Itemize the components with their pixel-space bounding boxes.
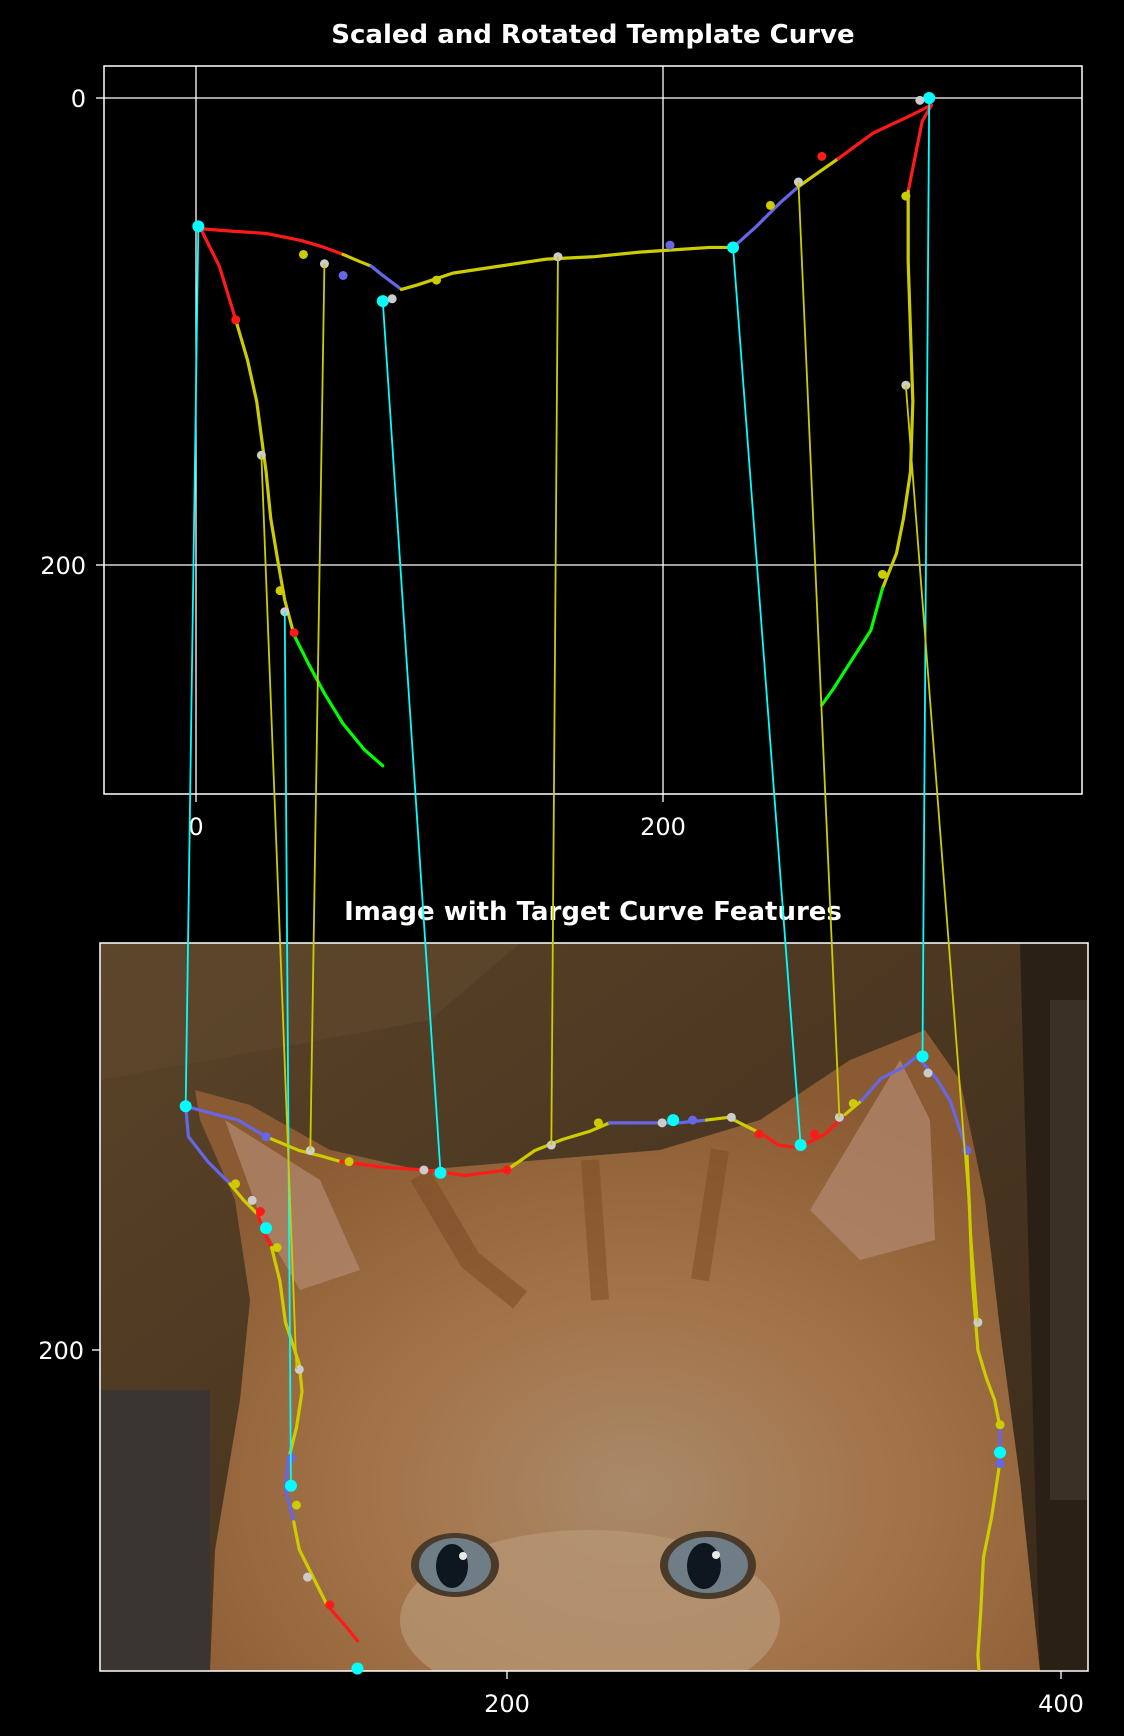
target-curve-segment-0: [184, 1104, 268, 1139]
target-feature-point-1-4: [325, 1600, 335, 1610]
target-feature-point-2-2: [848, 1098, 858, 1108]
template-curve-segment-0: [199, 227, 345, 257]
target-feature-point-1-3: [255, 1207, 265, 1216]
image-frame: [99, 942, 1089, 1672]
template-chart-title: Scaled and Rotated Template Curve: [331, 20, 854, 50]
template-feature-point-2-5: [877, 569, 887, 579]
template-curves: [199, 103, 934, 768]
template-plot-area: [103, 65, 1083, 795]
template-feature-point-2-2: [432, 275, 442, 285]
target-feature-point-0-5: [994, 1446, 1007, 1459]
target-feature-point-1-1: [754, 1129, 764, 1139]
template-feature-point-2-3: [765, 200, 775, 210]
template-ticks: [96, 97, 664, 802]
y-tick-label-200: 200: [40, 552, 86, 580]
target-curves: [184, 1054, 1002, 1671]
image-ticks: [92, 1349, 1062, 1679]
img-x-tick-label-200: 200: [484, 1690, 530, 1718]
kitten-right-eye: [660, 1531, 756, 1599]
target-curve-segment-16: [269, 1245, 304, 1463]
target-feature-point-4-9: [303, 1572, 313, 1582]
template-feature-point-4-6: [915, 95, 925, 105]
template-feature-point-3-1: [665, 240, 675, 250]
template-curve-segment-5: [796, 157, 840, 189]
template-curve-segment-11: [234, 318, 296, 637]
target-matched-points: [179, 1050, 1007, 1675]
target-feature-point-4-1: [419, 1165, 429, 1175]
correspondence-lines: [184, 97, 979, 1486]
target-curve-segment-8: [859, 1054, 919, 1103]
template-curve-segment-2: [369, 264, 404, 292]
correspondence-line-3: [921, 97, 931, 1057]
target-feature-point-0-8: [351, 1662, 364, 1675]
template-feature-point-1-0: [231, 315, 241, 325]
target-feature-point-4-6: [923, 1068, 933, 1078]
correspondence-line-9: [260, 455, 298, 1370]
img-x-tick-label-400: 400: [1038, 1690, 1084, 1718]
target-curve-segment-18: [292, 1520, 329, 1607]
target-feature-point-4-3: [657, 1118, 667, 1128]
target-feature-point-4-7: [247, 1195, 257, 1205]
correspondence-line-7: [797, 182, 841, 1118]
correspondence-line-1: [381, 301, 442, 1173]
target-image-title: Image with Target Curve Features: [344, 897, 842, 927]
template-curve-segment-7: [906, 103, 934, 193]
target-curve-segment-13: [184, 1104, 232, 1186]
target-feature-point-0-7: [260, 1222, 273, 1235]
target-feature-point-2-5: [291, 1500, 301, 1510]
target-feature-point-1-0: [502, 1165, 512, 1175]
target-feature-point-2-1: [593, 1118, 603, 1128]
target-curve-segment-14: [228, 1182, 260, 1216]
template-feature-point-1-2: [817, 151, 827, 161]
img-y-tick-label-200: 200: [38, 1337, 84, 1365]
template-curve-segment-8: [880, 189, 915, 590]
target-feature-point-1-2: [809, 1129, 819, 1139]
correspondence-line-5: [309, 263, 326, 1151]
template-curve-segment-4: [731, 185, 801, 250]
target-feature-point-4-4: [726, 1112, 736, 1122]
target-feature-point-2-4: [272, 1243, 282, 1253]
correspondence-line-0: [184, 226, 200, 1107]
target-feature-point-3-1: [688, 1115, 698, 1125]
template-chart: Scaled and Rotated Template Curve 0 200 …: [40, 20, 1083, 841]
target-feature-point-3-4: [995, 1459, 1005, 1469]
template-curve-segment-12: [292, 633, 385, 768]
y-tick-label-0: 0: [71, 85, 86, 113]
target-curve-segment-17: [283, 1459, 296, 1524]
target-feature-point-2-0: [344, 1157, 354, 1167]
template-feature-point-3-0: [338, 270, 348, 280]
template-feature-point-2-1: [275, 586, 285, 596]
target-curve-segment-12: [976, 1459, 1002, 1671]
correspondence-line-6: [550, 256, 559, 1146]
kitten-photo: [100, 943, 1088, 1671]
target-curve-segment-19: [325, 1603, 360, 1643]
template-curve-segment-6: [836, 103, 934, 161]
x-tick-label-0: 0: [188, 813, 203, 841]
target-feature-point-3-0: [261, 1132, 271, 1142]
target-feature-point-2-6: [995, 1420, 1005, 1430]
template-curve-segment-10: [199, 227, 238, 322]
template-feature-point-2-0: [298, 249, 308, 259]
template-feature-point-1-1: [289, 628, 299, 638]
template-feature-point-4-3: [387, 294, 397, 304]
correspondence-line-2: [732, 247, 802, 1146]
template-curve-segment-9: [820, 586, 885, 707]
target-image-chart: Image with Target Curve Features: [38, 897, 1089, 1718]
correspondence-line-4: [283, 611, 292, 1486]
x-tick-label-200: 200: [640, 813, 686, 841]
target-curve-segment-3: [505, 1121, 612, 1172]
template-feature-point-2-4: [901, 191, 911, 201]
target-feature-point-0-2: [667, 1114, 680, 1127]
correspondence-line-8: [904, 385, 979, 1323]
template-curve-segment-1: [341, 252, 373, 268]
target-curve-segment-9: [915, 1054, 969, 1153]
kitten-left-eye: [411, 1533, 499, 1597]
target-feature-point-2-3: [231, 1179, 241, 1189]
